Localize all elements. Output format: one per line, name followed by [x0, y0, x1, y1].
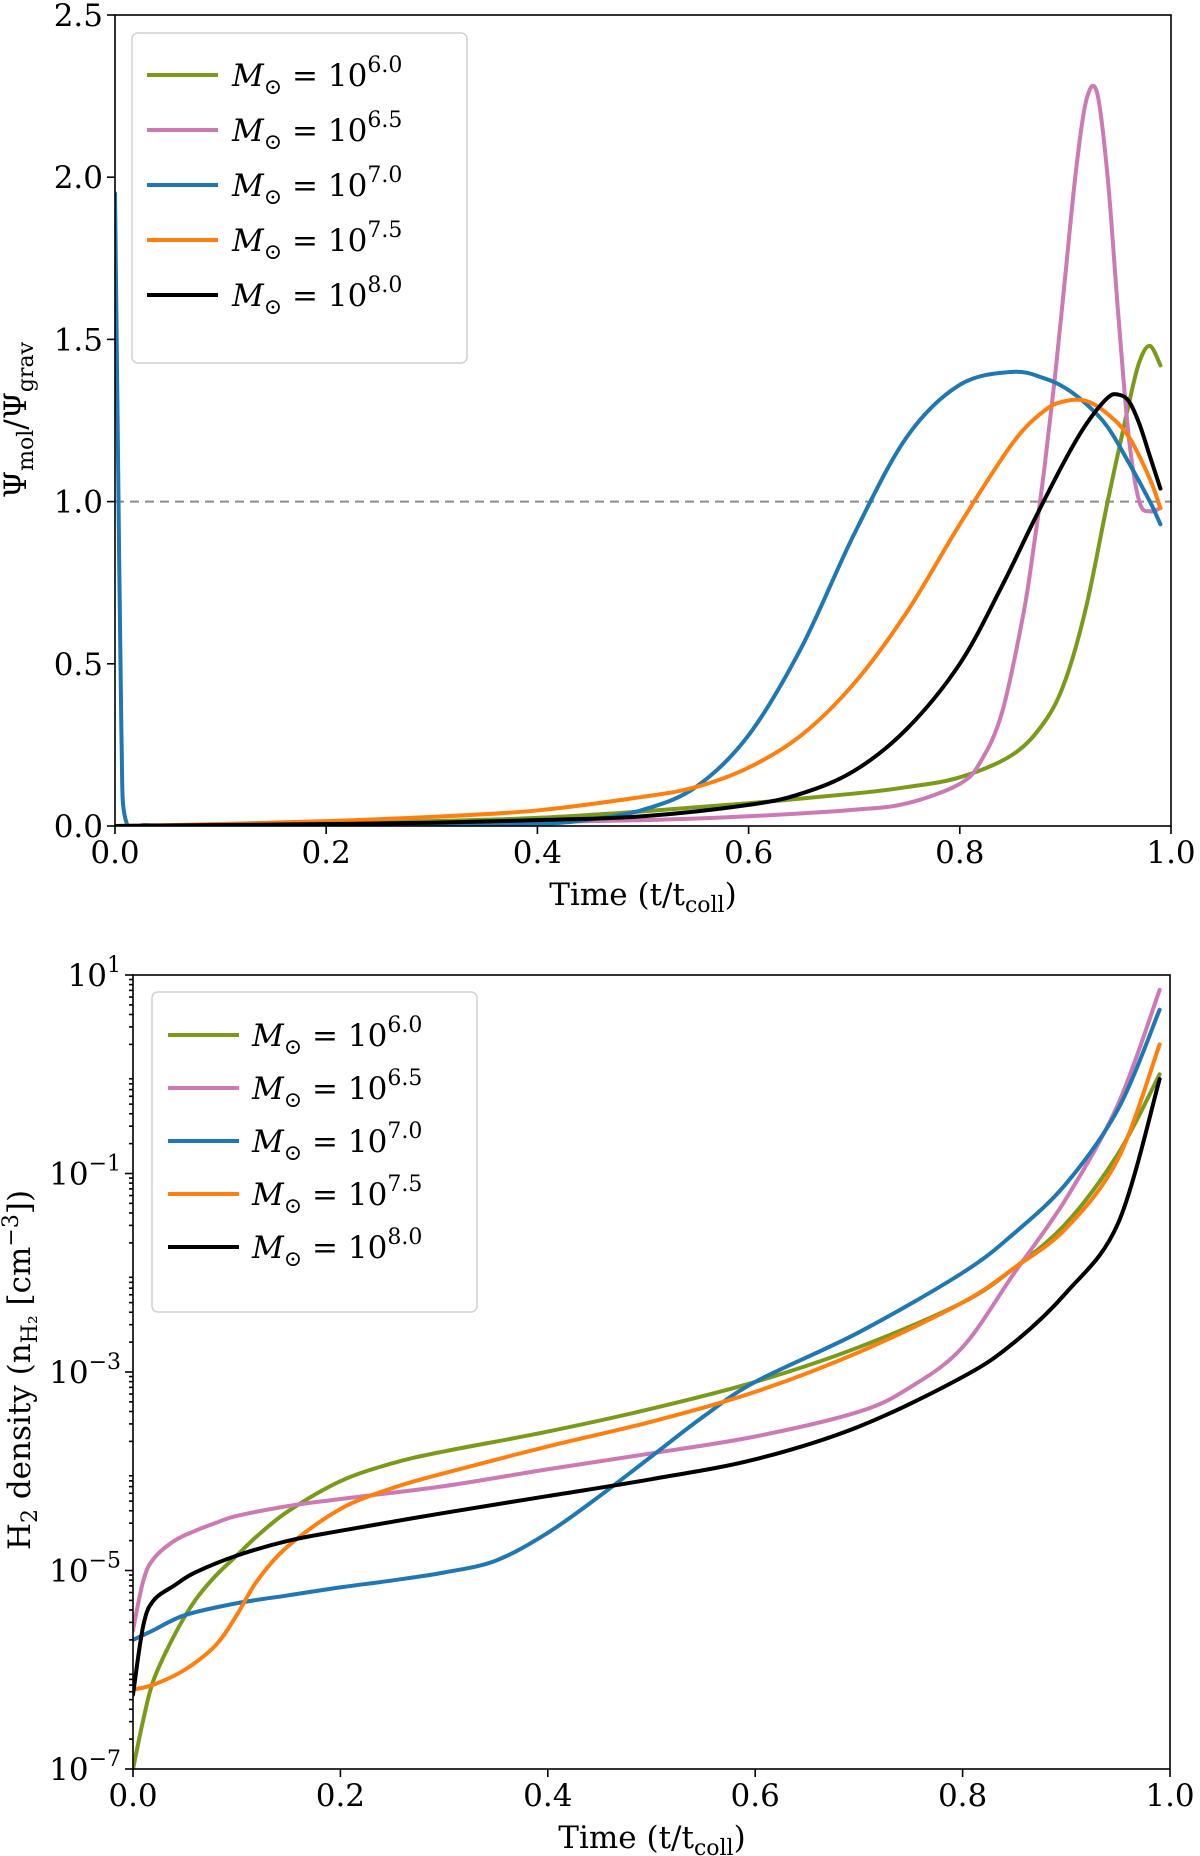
bottom-y-ticks: 10−7 10−5 10−3 10−1 101 [49, 953, 133, 1788]
bottom-series-line-3 [133, 1007, 1162, 1642]
bottom-legend-label-4: M⊙ = 107.5 [251, 1172, 422, 1219]
bottom-x-tick-label: 1.0 [1145, 1778, 1194, 1814]
top-y-tick-label: 1.0 [54, 485, 103, 521]
bottom-y-tick-label: 10−1 [49, 1152, 121, 1193]
bottom-legend-label-2: M⊙ = 106.5 [251, 1066, 422, 1113]
bottom-x-axis-label: Time (t/tcoll) [558, 1820, 745, 1856]
bottom-series-line-4 [133, 1042, 1162, 1692]
bottom-legend-box [151, 991, 478, 1313]
bottom-legend: M⊙ = 106.0 M⊙ = 106.5 M⊙ = 107.0 M⊙ = 107.5… [151, 991, 478, 1313]
top-legend: M⊙ = 106.0 M⊙ = 106.5 M⊙ = 107.0 M⊙ = 107.5… [131, 32, 468, 364]
top-series-group [115, 83, 1163, 826]
top-y-tick-label: 1.5 [54, 322, 103, 358]
top-legend-label-1: M⊙ = 106.0 [231, 53, 402, 100]
bottom-series-group [133, 987, 1162, 1769]
bottom-x-tick-label: 0.6 [731, 1778, 780, 1814]
top-y-axis-label: Ψmol/Ψgrav [0, 341, 39, 498]
top-panel: 0.0 0.2 0.4 0.6 0.8 1.0 0.0 0.5 1.0 1.5 2.0 2.5 Ti… [0, 0, 1196, 918]
bottom-y-axis-label: H2 density (nH₂ [cm−3]) [0, 1190, 43, 1550]
top-y-tick-label: 0.0 [54, 809, 103, 845]
top-axes-frame [114, 14, 1172, 827]
top-y-tick-label: 2.5 [54, 0, 103, 34]
bottom-x-ticks: 0.0 0.2 0.4 0.6 0.8 1.0 [108, 1769, 1195, 1814]
top-series-line-5 [115, 392, 1163, 826]
top-x-tick-label: 0.4 [513, 835, 562, 871]
bottom-y-tick-label: 10−7 [49, 1747, 121, 1788]
bottom-y-tick-label: 10−3 [49, 1350, 121, 1391]
bottom-series-line-5 [133, 1077, 1162, 1697]
top-x-axis-label: Time (t/tcoll) [549, 877, 736, 918]
bottom-legend-label-3: M⊙ = 107.0 [251, 1119, 422, 1166]
top-x-tick-label: 0.0 [90, 835, 139, 871]
bottom-y-tick-label: 10−5 [49, 1549, 121, 1590]
bottom-y-tick-label: 101 [68, 953, 121, 994]
top-legend-label-2: M⊙ = 106.5 [231, 108, 402, 155]
bottom-panel: 0.0 0.2 0.4 0.6 0.8 1.0 10−7 10−5 10−3 10−1 101 T… [0, 953, 1195, 1856]
top-y-ticks: 0.0 0.5 1.0 1.5 2.0 2.5 [54, 0, 115, 845]
bottom-x-tick-label: 0.8 [938, 1778, 987, 1814]
top-legend-label-4: M⊙ = 107.5 [231, 218, 402, 265]
top-legend-label-5: M⊙ = 108.0 [231, 273, 402, 320]
top-x-ticks: 0.0 0.2 0.4 0.6 0.8 1.0 [90, 826, 1196, 871]
top-x-tick-label: 0.8 [935, 835, 984, 871]
bottom-legend-label-5: M⊙ = 108.0 [251, 1225, 422, 1272]
top-x-tick-label: 0.6 [724, 835, 773, 871]
bottom-x-tick-label: 0.4 [523, 1778, 572, 1814]
top-y-tick-label: 2.0 [54, 160, 103, 196]
bottom-x-tick-label: 0.0 [108, 1778, 157, 1814]
top-legend-box [131, 32, 468, 364]
top-legend-label-3: M⊙ = 107.0 [231, 163, 402, 210]
bottom-legend-label-1: M⊙ = 106.0 [251, 1013, 422, 1060]
top-x-tick-label: 1.0 [1146, 835, 1195, 871]
top-series-line-4 [115, 397, 1163, 826]
bottom-x-tick-label: 0.2 [316, 1778, 365, 1814]
top-y-tick-label: 0.5 [54, 647, 103, 683]
top-x-tick-label: 0.2 [302, 835, 351, 871]
